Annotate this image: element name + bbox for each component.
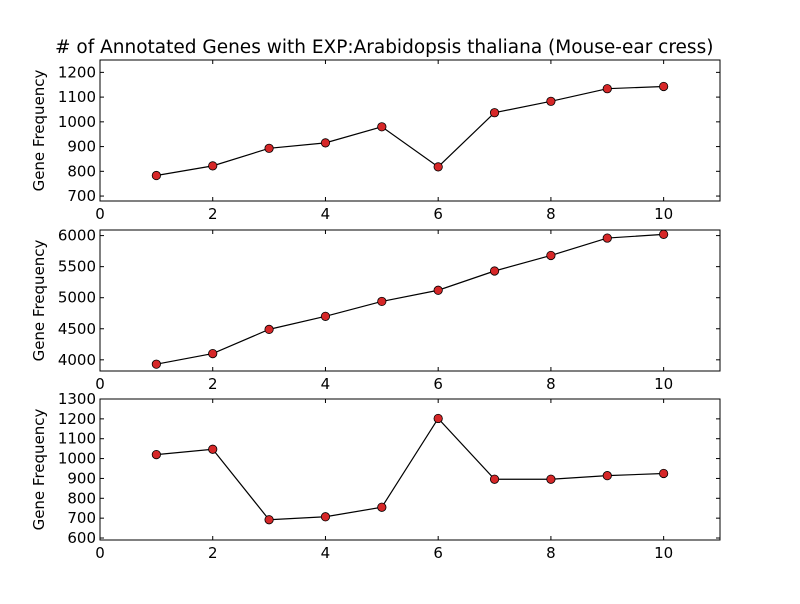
y-tick-label-2: 4500 <box>58 320 96 338</box>
data-point-1 <box>433 162 443 172</box>
x-tick-label-1: 10 <box>654 205 673 223</box>
y-tick-label-2: 6000 <box>58 227 96 245</box>
x-tick-label-1: 0 <box>95 205 105 223</box>
y-axis-label-3: Gene Frequency <box>30 408 48 530</box>
y-tick-label-3: 700 <box>67 509 96 527</box>
data-point-2 <box>377 296 387 307</box>
y-tick-label-3: 1300 <box>58 390 96 408</box>
data-point-3 <box>546 474 556 484</box>
series-line-3 <box>156 417 664 521</box>
y-tick-label-3: 1200 <box>58 410 96 428</box>
y-tick-label-1: 1000 <box>58 113 96 131</box>
x-tick-label-2: 2 <box>208 375 218 393</box>
x-tick-label-1: 8 <box>546 205 556 223</box>
data-point-2 <box>546 250 556 261</box>
y-tick-label-2: 4000 <box>58 351 96 369</box>
data-point-1 <box>151 170 161 181</box>
x-tick-label-2: 0 <box>95 375 105 393</box>
x-tick-label-2: 4 <box>321 375 331 393</box>
x-tick-label-3: 2 <box>208 544 218 562</box>
data-point-3 <box>208 444 218 454</box>
data-point-3 <box>264 515 274 525</box>
data-point-3 <box>151 450 161 460</box>
series-line-1 <box>156 85 664 177</box>
data-point-3 <box>659 468 669 479</box>
series-line-2 <box>156 233 664 365</box>
y-tick-label-1: 700 <box>67 187 96 205</box>
x-tick-label-3: 6 <box>433 544 443 562</box>
plot-area-1 <box>99 59 721 202</box>
data-point-1 <box>546 96 556 106</box>
x-tick-label-1: 6 <box>433 205 443 223</box>
x-tick-label-1: 2 <box>208 205 218 223</box>
y-tick-label-2: 5000 <box>58 289 96 307</box>
data-point-1 <box>489 108 500 118</box>
data-point-1 <box>659 81 669 92</box>
data-point-2 <box>659 229 669 239</box>
data-point-1 <box>320 138 331 148</box>
y-tick-label-1: 1200 <box>58 63 96 81</box>
data-point-2 <box>151 359 161 369</box>
y-tick-label-1: 800 <box>67 162 96 180</box>
y-tick-label-3: 1000 <box>58 450 96 468</box>
x-tick-label-3: 10 <box>654 544 673 562</box>
data-point-1 <box>602 84 612 94</box>
y-tick-label-2: 5500 <box>58 258 96 276</box>
data-point-3 <box>602 471 612 481</box>
data-point-3 <box>489 474 500 484</box>
x-tick-label-3: 0 <box>95 544 105 562</box>
y-tick-label-3: 1100 <box>58 430 96 448</box>
data-point-2 <box>602 233 612 243</box>
x-tick-label-3: 8 <box>546 544 556 562</box>
x-tick-label-2: 8 <box>546 375 556 393</box>
y-tick-label-3: 800 <box>67 489 96 507</box>
data-point-2 <box>489 266 500 276</box>
plot-area-3 <box>99 398 721 541</box>
x-tick-label-1: 4 <box>321 205 331 223</box>
y-axis-label-2: Gene Frequency <box>30 239 48 361</box>
data-point-3 <box>377 502 387 512</box>
data-point-1 <box>377 122 387 132</box>
x-tick-label-3: 4 <box>321 544 331 562</box>
x-tick-label-2: 10 <box>654 375 673 393</box>
y-tick-label-1: 900 <box>67 138 96 156</box>
data-point-3 <box>433 413 443 424</box>
y-tick-label-3: 900 <box>67 469 96 487</box>
data-point-2 <box>208 349 218 359</box>
data-point-2 <box>264 324 274 334</box>
y-tick-label-3: 600 <box>67 529 96 547</box>
y-axis-label-1: Gene Frequency <box>30 69 48 191</box>
data-point-3 <box>320 512 331 522</box>
chart-title: # of Annotated Genes with EXP:Arabidopsi… <box>55 37 713 58</box>
y-tick-label-1: 1100 <box>58 88 96 106</box>
plot-area-2 <box>99 229 721 372</box>
data-point-2 <box>433 285 443 295</box>
data-point-2 <box>320 311 331 321</box>
data-point-1 <box>264 143 274 153</box>
x-tick-label-2: 6 <box>433 375 443 393</box>
data-point-1 <box>208 161 218 171</box>
